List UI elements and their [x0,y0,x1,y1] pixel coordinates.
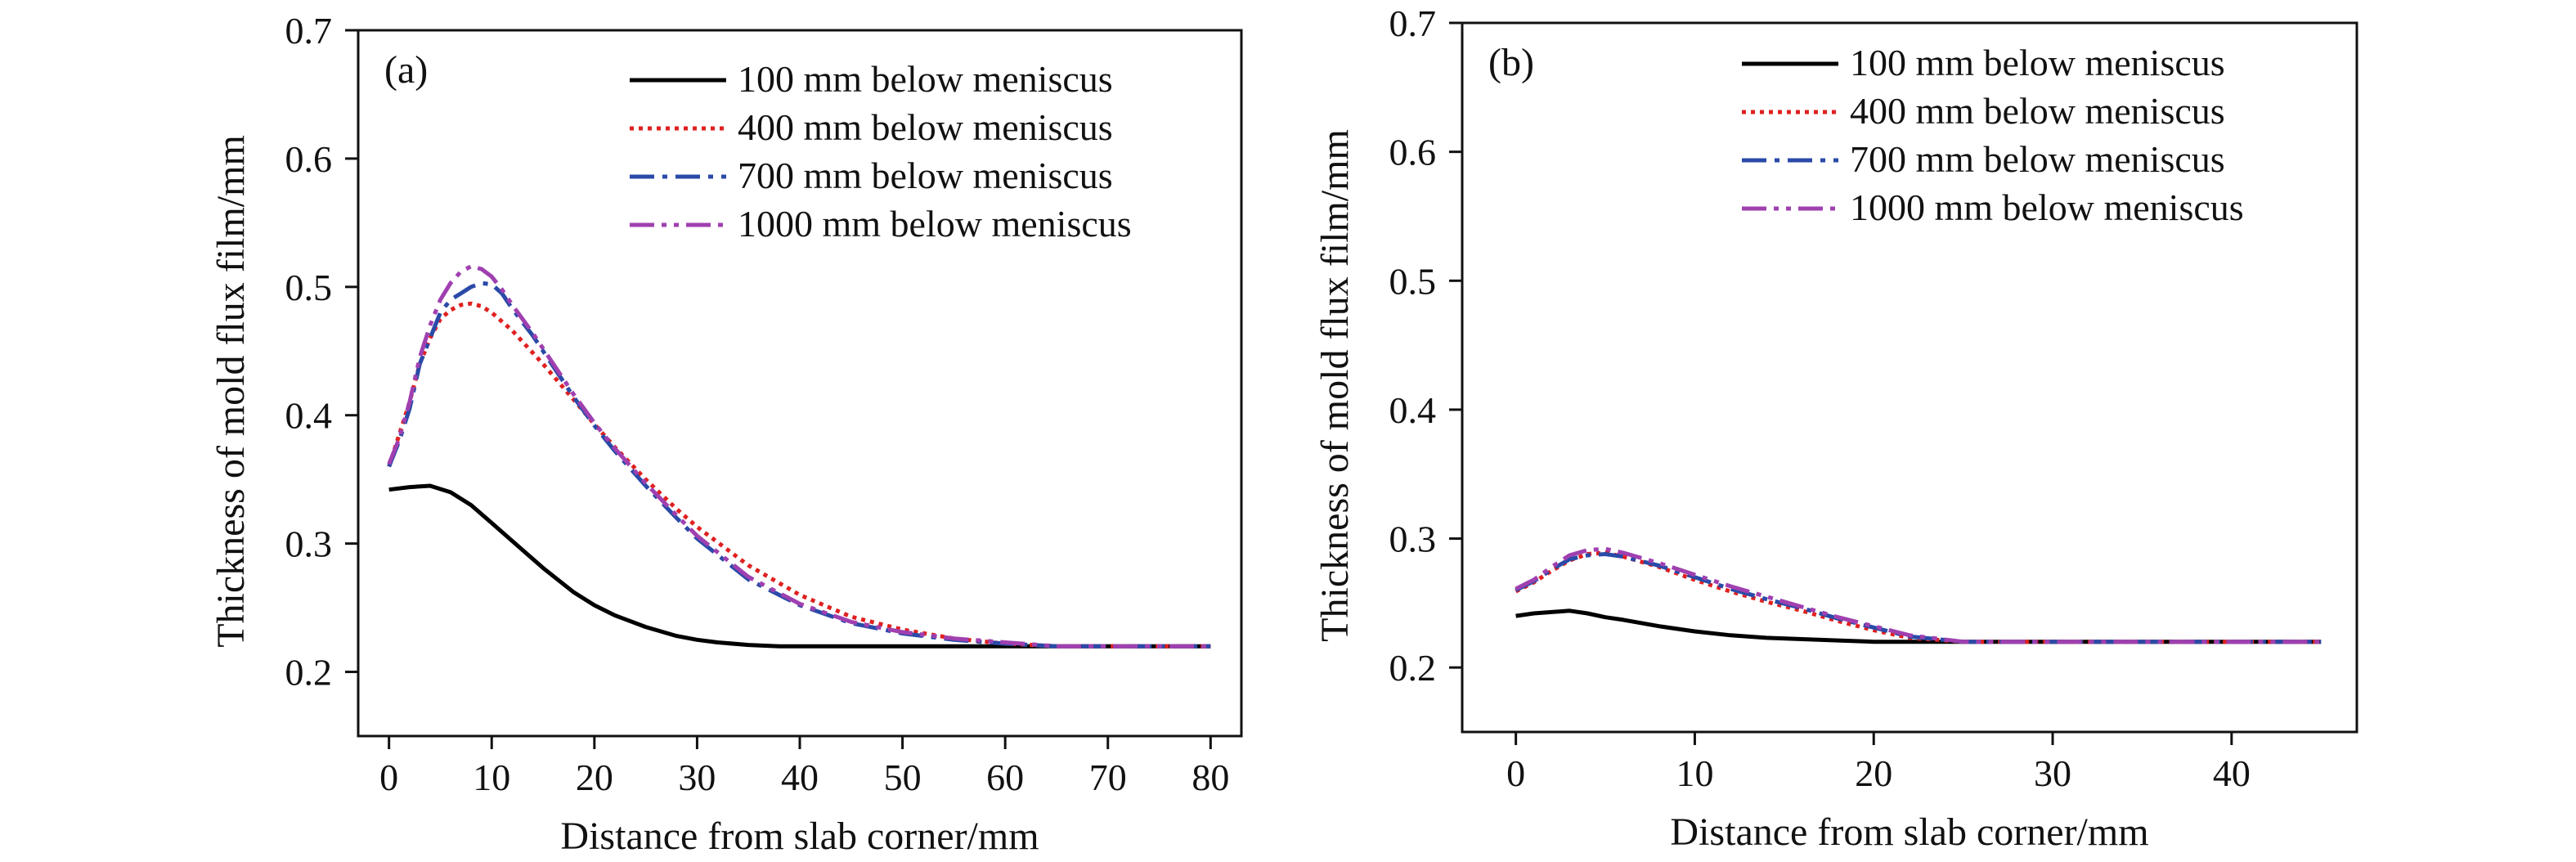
series-line-2 [387,281,1211,649]
chart-panel-a: 0 10 20 30 40 50 60 70 80 0.2 0.3 0.4 0.5 0.6 0.7 Dista… [209,10,1243,858]
legend-label: 400 mm below meniscus [738,106,1113,148]
series-line-3 [387,264,1211,649]
legend-label: 100 mm below meniscus [1850,42,2225,83]
y-axis-label: Thickness of mold flux film/mm [1313,129,1357,642]
legend-label: 1000 mm below meniscus [738,203,1132,245]
x-tick-label: 0 [379,756,398,798]
y-tick-label: 0.2 [285,652,333,694]
y-tick-label: 0.5 [285,267,333,308]
series-line-2 [1515,552,2322,644]
legend-label: 100 mm below meniscus [738,58,1113,100]
series-line-3 [1515,546,2322,644]
y-tick-label: 0.6 [285,138,333,180]
x-tick-label: 50 [884,756,922,798]
y-tick-label: 0.4 [285,395,333,437]
x-tick-label: 40 [781,756,819,798]
series-line-1 [1515,550,2322,644]
x-tick-label: 0 [1506,752,1525,794]
x-tick-label: 80 [1192,756,1229,798]
legend-label: 700 mm below meniscus [738,155,1113,196]
x-tick-label: 20 [576,756,613,798]
x-tick-label: 60 [986,756,1024,798]
y-tick-label: 0.7 [285,10,333,52]
y-tick-label: 0.3 [1389,519,1437,560]
legend-label: 1000 mm below meniscus [1850,186,2244,228]
y-tick-label: 0.4 [1389,389,1437,431]
x-tick-label: 30 [678,756,716,798]
y-tick-label: 0.3 [285,523,333,565]
legend: 100 mm below meniscus 400 mm below menisc… [1742,42,2244,228]
x-tick-label: 10 [473,756,510,798]
plot-frame [1461,21,2358,734]
x-tick-label: 10 [1676,752,1713,794]
chart-panel-b: 0 10 20 30 40 0.2 0.3 0.4 0.5 0.6 0.7 Distance from… [1313,2,2358,854]
y-tick-label: 0.6 [1389,132,1437,173]
panel-label: (a) [384,48,428,92]
x-tick-label: 70 [1089,756,1127,798]
legend-label: 700 mm below meniscus [1850,138,2225,180]
y-axis-label: Thickness of mold flux film/mm [209,135,253,648]
x-tick-label: 20 [1855,752,1892,794]
x-axis-label: Distance from slab corner/mm [1670,810,2148,854]
y-tick-label: 0.7 [1389,2,1437,44]
x-tick-label: 30 [2034,752,2071,794]
panel-label: (b) [1488,41,1534,84]
legend: 100 mm below meniscus 400 mm below menisc… [630,58,1132,245]
y-tick-label: 0.5 [1389,260,1437,302]
series-line-0 [388,483,1211,649]
legend-label: 400 mm below meniscus [1850,90,2225,132]
series-line-1 [387,301,1211,649]
x-axis-label: Distance from slab corner/mm [560,815,1039,858]
y-tick-label: 0.2 [1389,647,1437,689]
x-tick-label: 40 [2213,752,2251,794]
